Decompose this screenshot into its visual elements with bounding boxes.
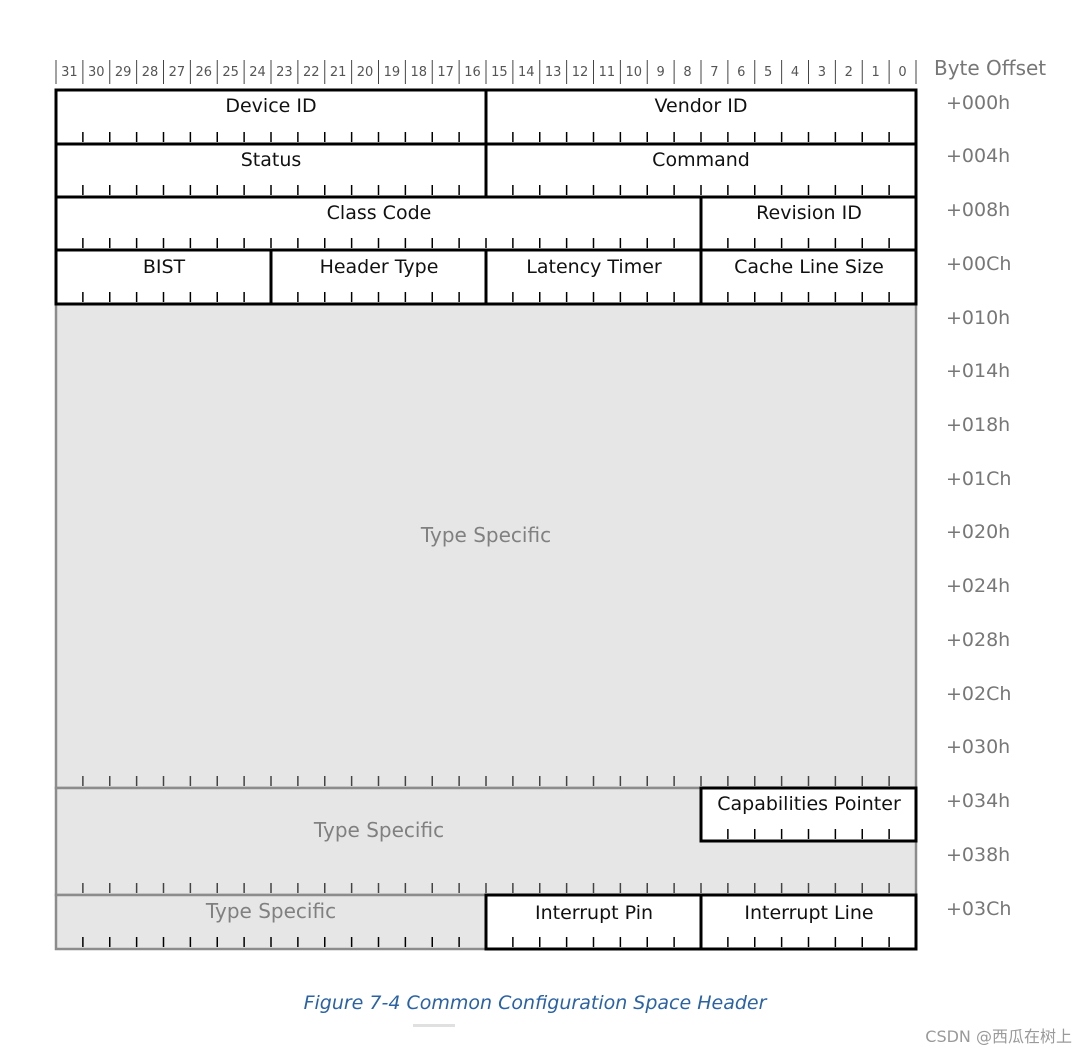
bit-number-label: 11 — [599, 65, 616, 80]
watermark-text: CSDN @西瓜在树上 — [925, 1027, 1072, 1046]
byte-offset-column: +000h +004h +008h +00Ch +010h +014h +018… — [946, 92, 1011, 920]
bit-number-label: 30 — [88, 65, 105, 80]
latency-timer-label: Latency Timer — [526, 256, 662, 278]
class-code-label: Class Code — [327, 202, 432, 224]
bit-ruler: 31 30 29 28 27 26 25 24 23 22 21 20 19 18 17 16 15 14 13 12… — [55, 60, 917, 84]
offset-label: +01Ch — [946, 468, 1011, 490]
revision-id-label: Revision ID — [756, 202, 862, 224]
type-specific-main-region — [54, 302, 918, 790]
bit-number-label: 25 — [222, 65, 239, 80]
offset-label: +024h — [946, 575, 1010, 597]
interrupt-pin-label: Interrupt Pin — [535, 902, 653, 924]
offset-label: +030h — [946, 736, 1010, 758]
bit-number-label: 29 — [115, 65, 132, 80]
offset-label: +038h — [946, 844, 1010, 866]
bit-number-label: 5 — [764, 65, 772, 80]
bit-number-label: 22 — [303, 65, 320, 80]
offset-label: +018h — [946, 414, 1010, 436]
bit-number-label: 16 — [464, 65, 481, 80]
bit-number-label: 0 — [898, 65, 906, 80]
byte-offset-header: Byte Offset — [934, 56, 1046, 80]
bit-number-label: 24 — [249, 65, 266, 80]
bit-number-label: 10 — [626, 65, 643, 80]
type-specific-regions — [54, 302, 918, 951]
status-label: Status — [241, 149, 302, 171]
type-specific-mid-label: Type Specific — [313, 818, 444, 842]
offset-label: +000h — [946, 92, 1010, 114]
capabilities-pointer-label: Capabilities Pointer — [717, 793, 901, 815]
figure-caption: Figure 7-4 Common Configuration Space He… — [304, 992, 768, 1014]
bit-number-label: 23 — [276, 65, 293, 80]
offset-label: +00Ch — [946, 253, 1011, 275]
bit-number-label: 26 — [196, 65, 213, 80]
bit-number-label: 17 — [437, 65, 454, 80]
bit-number-label: 2 — [845, 65, 853, 80]
bit-number-label: 20 — [357, 65, 374, 80]
command-label: Command — [652, 149, 750, 171]
interrupt-line-label: Interrupt Line — [744, 902, 873, 924]
offset-label: +004h — [946, 145, 1010, 167]
bit-number-label: 19 — [384, 65, 401, 80]
bit-number-label: 12 — [572, 65, 589, 80]
bit-number-label: 27 — [169, 65, 186, 80]
device-id-label: Device ID — [225, 95, 316, 117]
type-specific-main-label: Type Specific — [420, 523, 551, 547]
offset-label: +020h — [946, 521, 1010, 543]
bit-number-label: 7 — [710, 65, 718, 80]
offset-label: +010h — [946, 307, 1010, 329]
offset-label: +034h — [946, 790, 1010, 812]
bit-number-label: 28 — [142, 65, 159, 80]
bist-label: BIST — [143, 256, 186, 278]
offset-label: +014h — [946, 360, 1010, 382]
offset-label: +028h — [946, 629, 1010, 651]
bit-number-label: 9 — [657, 65, 665, 80]
bit-number-label: 13 — [545, 65, 562, 80]
bit-number-label: 14 — [518, 65, 535, 80]
bit-number-label: 15 — [491, 65, 508, 80]
bit-number-label: 31 — [61, 65, 78, 80]
bit-number-label: 6 — [737, 65, 745, 80]
bit-number-label: 8 — [683, 65, 691, 80]
caption-underline — [413, 1024, 455, 1027]
bit-number-label: 4 — [791, 65, 799, 80]
type-specific-low-label: Type Specific — [205, 899, 336, 923]
bit-ticks — [82, 132, 890, 947]
offset-label: +008h — [946, 199, 1010, 221]
offset-label: +03Ch — [946, 898, 1011, 920]
cache-line-size-label: Cache Line Size — [734, 256, 884, 278]
bit-number-label: 1 — [872, 65, 880, 80]
bit-number-label: 18 — [411, 65, 428, 80]
vendor-id-label: Vendor ID — [654, 95, 747, 117]
field-labels: Device ID Vendor ID Status Command Class… — [143, 95, 901, 924]
header-type-label: Header Type — [320, 256, 439, 278]
bit-number-label: 21 — [330, 65, 347, 80]
offset-label: +02Ch — [946, 683, 1011, 705]
bit-number-label: 3 — [818, 65, 826, 80]
